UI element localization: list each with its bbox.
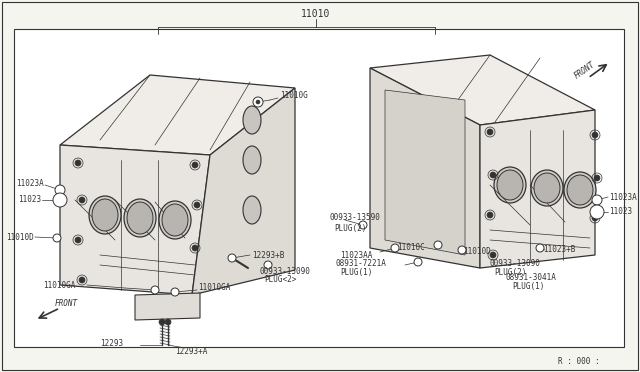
Polygon shape	[135, 293, 200, 320]
Ellipse shape	[494, 167, 526, 203]
Bar	[14, 29, 624, 347]
Polygon shape	[480, 110, 595, 268]
Circle shape	[192, 245, 198, 251]
Text: PLUG(1): PLUG(1)	[512, 282, 545, 291]
Circle shape	[592, 132, 598, 138]
Circle shape	[590, 205, 604, 219]
Text: 11010: 11010	[301, 9, 331, 19]
Ellipse shape	[243, 196, 261, 224]
Polygon shape	[370, 55, 595, 125]
Circle shape	[192, 162, 198, 168]
Text: 12293+B: 12293+B	[252, 250, 284, 260]
Ellipse shape	[127, 202, 153, 234]
Ellipse shape	[124, 199, 156, 237]
Circle shape	[55, 185, 65, 195]
Ellipse shape	[564, 172, 596, 208]
Circle shape	[391, 244, 399, 252]
Ellipse shape	[401, 94, 419, 122]
Circle shape	[53, 193, 67, 207]
Text: 11023: 11023	[18, 196, 41, 205]
Circle shape	[414, 258, 422, 266]
Circle shape	[594, 175, 600, 181]
Circle shape	[487, 212, 493, 218]
Text: 12293: 12293	[100, 340, 123, 349]
Text: 08931-3041A: 08931-3041A	[505, 273, 556, 282]
Ellipse shape	[243, 106, 261, 134]
Text: 11023: 11023	[609, 208, 632, 217]
Circle shape	[592, 195, 602, 205]
Text: FRONT: FRONT	[573, 60, 597, 80]
Text: 11010C: 11010C	[397, 244, 425, 253]
Circle shape	[75, 237, 81, 243]
Circle shape	[171, 288, 179, 296]
Circle shape	[490, 172, 496, 178]
Circle shape	[75, 160, 81, 166]
Circle shape	[264, 261, 272, 269]
Text: 11023A: 11023A	[609, 192, 637, 202]
Circle shape	[151, 286, 159, 294]
Ellipse shape	[159, 201, 191, 239]
Circle shape	[256, 100, 260, 104]
Text: 11010D: 11010D	[6, 232, 34, 241]
Text: 00933-13090: 00933-13090	[260, 267, 311, 276]
Text: PLUG(2): PLUG(2)	[494, 267, 526, 276]
Text: 08931-7221A: 08931-7221A	[335, 260, 386, 269]
Polygon shape	[192, 88, 295, 295]
Circle shape	[490, 252, 496, 258]
Ellipse shape	[534, 173, 560, 203]
Text: 00933-13090: 00933-13090	[490, 260, 541, 269]
Circle shape	[53, 234, 61, 242]
Text: 11010G: 11010G	[280, 90, 308, 99]
Circle shape	[487, 129, 493, 135]
Ellipse shape	[497, 170, 523, 200]
Polygon shape	[385, 90, 465, 255]
Ellipse shape	[531, 170, 563, 206]
Circle shape	[458, 246, 466, 254]
Ellipse shape	[401, 191, 419, 219]
Text: 11023A: 11023A	[16, 179, 44, 187]
Text: 11023AA: 11023AA	[340, 250, 372, 260]
Text: 11023+B: 11023+B	[543, 246, 575, 254]
Ellipse shape	[243, 146, 261, 174]
Ellipse shape	[92, 199, 118, 231]
Text: PLUG(1): PLUG(1)	[340, 267, 372, 276]
Circle shape	[592, 215, 598, 221]
Text: 11010GA: 11010GA	[198, 283, 230, 292]
Polygon shape	[370, 68, 480, 268]
Circle shape	[228, 254, 236, 262]
Circle shape	[253, 97, 263, 107]
Ellipse shape	[162, 204, 188, 236]
Circle shape	[194, 202, 200, 208]
Circle shape	[359, 221, 367, 229]
Circle shape	[79, 277, 85, 283]
Circle shape	[536, 244, 544, 252]
Circle shape	[79, 197, 85, 203]
Text: 11010GA: 11010GA	[43, 280, 76, 289]
Circle shape	[159, 319, 165, 325]
Ellipse shape	[89, 196, 121, 234]
Text: PLUG(2): PLUG(2)	[334, 224, 366, 232]
Ellipse shape	[567, 175, 593, 205]
Polygon shape	[60, 75, 295, 155]
Text: FRONT: FRONT	[55, 298, 78, 308]
Circle shape	[165, 319, 171, 325]
Text: PLUG<2>: PLUG<2>	[264, 276, 296, 285]
Text: 12293+A: 12293+A	[175, 347, 207, 356]
Ellipse shape	[401, 141, 419, 169]
Text: R : 000 :: R : 000 :	[558, 357, 600, 366]
Text: 11010D: 11010D	[463, 247, 491, 257]
Text: 00933-13590: 00933-13590	[330, 214, 381, 222]
Polygon shape	[60, 145, 210, 295]
Circle shape	[434, 241, 442, 249]
